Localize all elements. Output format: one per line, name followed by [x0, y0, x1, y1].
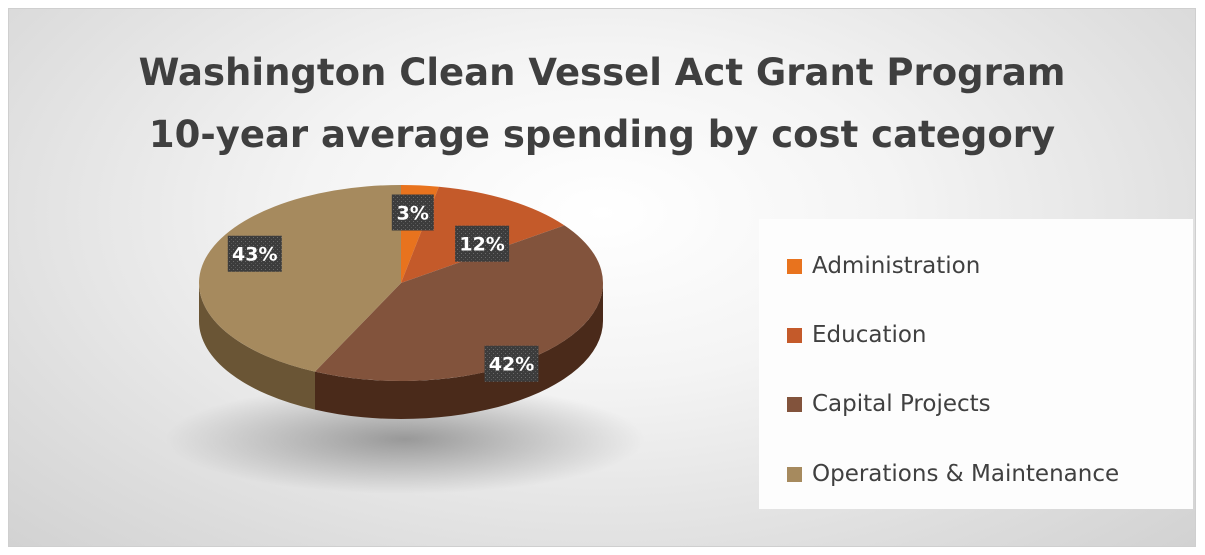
legend-swatch: [787, 466, 802, 482]
data-label-operations-maintenance: 43%: [227, 235, 282, 272]
chart-title-line-1: Washington Clean Vessel Act Grant Progra…: [138, 51, 1066, 94]
pie-sides: [199, 283, 603, 419]
legend-item-operations-maintenance: Operations & Maintenance: [787, 457, 1119, 491]
legend-swatch: [787, 396, 802, 412]
pie-shadow: [165, 384, 645, 494]
legend-label: Education: [812, 322, 927, 348]
chart-area: Washington Clean Vessel Act Grant Progra…: [8, 8, 1196, 547]
data-label-text: 43%: [232, 244, 277, 266]
pie-side-operations-maintenance: [199, 283, 315, 410]
chart-title-line-2: 10-year average spending by cost categor…: [148, 113, 1056, 156]
pie-slice-operations-maintenance: [198, 185, 401, 372]
pie-side-capital-projects: [314, 283, 603, 419]
legend-label: Administration: [812, 253, 981, 279]
data-label-capital-projects: 42%: [484, 345, 539, 382]
data-label-box: [455, 225, 510, 262]
data-label-text: 3%: [397, 203, 429, 225]
data-label-box: [227, 235, 282, 272]
legend-swatch: [787, 327, 802, 343]
data-label-text: 12%: [459, 234, 504, 256]
data-label-box: [484, 345, 539, 382]
legend-label: Capital Projects: [812, 391, 991, 417]
data-label-administration: 3%: [391, 194, 434, 231]
legend-item-capital-projects: Capital Projects: [787, 387, 991, 421]
data-label-text: 42%: [489, 354, 534, 376]
data-label-education: 12%: [455, 225, 510, 262]
legend-item-administration: Administration: [787, 249, 980, 283]
pie-slice-capital-projects: [314, 225, 603, 382]
legend-swatch: [787, 258, 802, 274]
pie-chart: 3% 12% 42% 43%: [165, 185, 645, 494]
data-label-box: [391, 194, 434, 231]
legend: Administration Education Capital Project…: [759, 219, 1193, 509]
legend-label: Operations & Maintenance: [812, 461, 1120, 487]
pie-data-labels: 3% 12% 42% 43%: [227, 194, 539, 382]
legend-item-education: Education: [787, 318, 927, 352]
